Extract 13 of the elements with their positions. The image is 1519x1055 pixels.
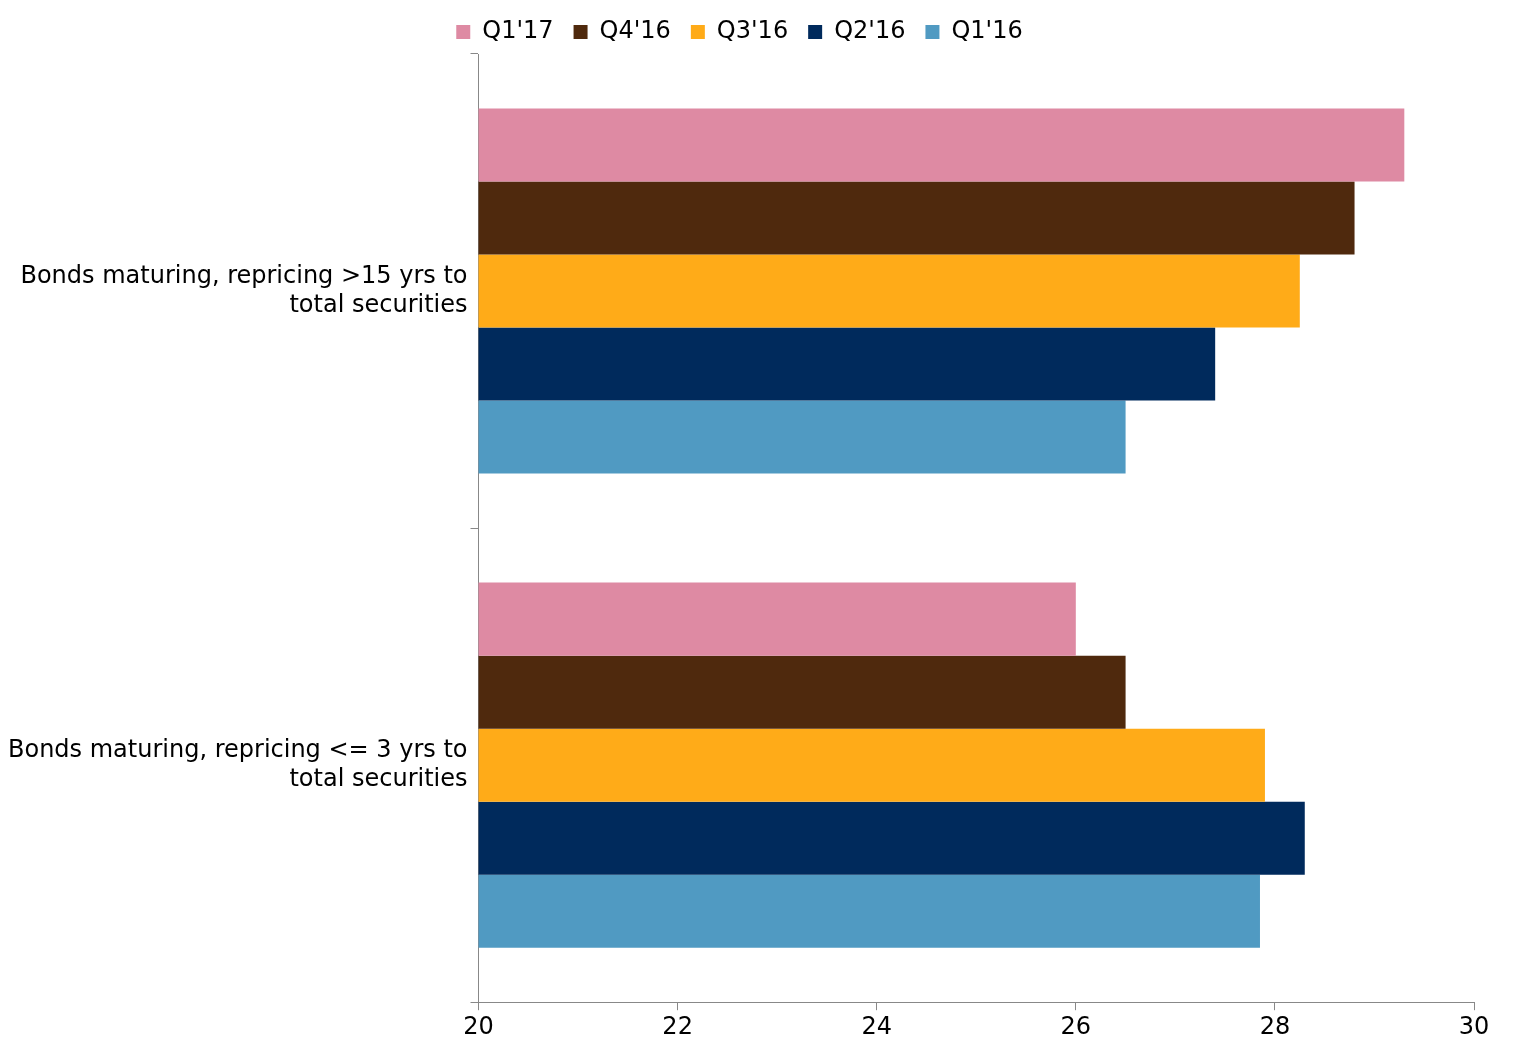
legend-label: Q1'16 (951, 16, 1023, 45)
y-tick-label: Bonds maturing, repricing >15 yrs to total securities (20, 260, 468, 318)
legend-label: Q4'16 (599, 16, 671, 45)
x-tick-label: 28 (1259, 1011, 1291, 1040)
y-tick-label: Bonds maturing, repricing <= 3 yrs to total securities (8, 734, 468, 792)
x-tick-label: 24 (861, 1011, 892, 1040)
x-tick-label: 22 (662, 1011, 693, 1040)
x-tick-label: 30 (1458, 1011, 1490, 1040)
legend-label: Q1'17 (482, 16, 554, 45)
x-tick-label: 20 (463, 1011, 494, 1040)
x-tick-label: 26 (1060, 1011, 1092, 1040)
legend-label: Q3'16 (716, 16, 789, 45)
legend-label: Q2'16 (834, 16, 906, 45)
